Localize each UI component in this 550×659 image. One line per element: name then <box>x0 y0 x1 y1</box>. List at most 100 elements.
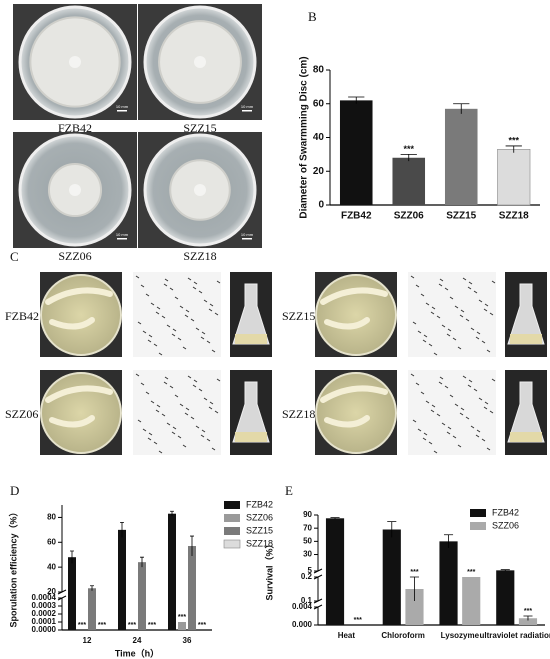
cell <box>433 352 438 356</box>
flask <box>507 381 545 443</box>
panel-label: C <box>10 249 19 264</box>
x-tick-label: 12 <box>83 636 92 645</box>
x-tick-label: FZB42 <box>341 211 372 222</box>
streak <box>45 287 113 330</box>
cell <box>433 450 438 454</box>
cell <box>491 280 496 284</box>
error-bar <box>90 585 94 591</box>
cell <box>214 410 219 414</box>
cell <box>135 373 140 377</box>
cell <box>142 330 147 334</box>
error-bar <box>443 534 454 548</box>
x-tick-label: SZZ18 <box>499 211 529 222</box>
bar <box>325 518 345 625</box>
cell <box>478 299 483 303</box>
cell <box>428 343 433 347</box>
cell <box>444 385 449 389</box>
bar <box>392 157 426 205</box>
bar <box>439 541 458 625</box>
cell <box>163 381 168 385</box>
y-axis-label: Survival（%） <box>264 539 274 600</box>
flask <box>232 283 270 345</box>
cell <box>468 281 473 285</box>
bar <box>178 622 186 630</box>
streak <box>320 385 388 428</box>
cell <box>423 334 428 338</box>
y-tick-label: 0.2 <box>301 572 313 581</box>
legend-swatch <box>224 514 240 522</box>
cell <box>200 336 205 340</box>
cell <box>203 299 208 303</box>
cell <box>177 435 182 439</box>
x-tick-label: SZZ06 <box>394 211 424 222</box>
inoculum <box>69 56 81 68</box>
cell <box>457 346 462 350</box>
cell <box>462 277 467 281</box>
cell <box>428 441 433 445</box>
y-tick-label: 90 <box>303 510 312 519</box>
broth <box>235 334 267 344</box>
cell <box>195 327 200 331</box>
cell <box>412 321 417 325</box>
significance-label: *** <box>467 569 475 576</box>
significance-label: *** <box>508 135 519 145</box>
cell <box>182 346 187 350</box>
cell <box>422 437 427 441</box>
cell <box>460 407 465 411</box>
cell <box>447 328 452 332</box>
cell <box>436 413 441 417</box>
panel-label: E <box>285 483 293 498</box>
cell <box>410 275 415 279</box>
photo-caption: SZZ18 <box>282 407 315 421</box>
bar <box>518 618 538 625</box>
cell <box>156 306 161 310</box>
cell <box>473 290 478 294</box>
cell <box>468 379 473 383</box>
cell <box>423 432 428 436</box>
cell <box>449 296 454 300</box>
y-axis-label: Diameter of Swarmming Disc (cm) <box>299 56 310 218</box>
cell <box>447 426 452 430</box>
y-tick-label: 40 <box>47 562 56 571</box>
cell <box>216 378 221 382</box>
cell <box>193 379 198 383</box>
cell <box>425 400 430 404</box>
cell <box>172 426 177 430</box>
cell <box>211 349 216 353</box>
panel-label: B <box>308 9 317 24</box>
cell <box>150 400 155 404</box>
cell <box>156 404 161 408</box>
cell <box>486 447 491 451</box>
cell <box>459 412 464 416</box>
bar <box>444 108 478 205</box>
cell <box>467 384 472 388</box>
cell <box>462 375 467 379</box>
photo-caption: SZZ15 <box>183 121 216 135</box>
cell <box>444 287 449 291</box>
cell <box>158 450 163 454</box>
bar <box>382 529 401 625</box>
scale-bar <box>117 238 127 240</box>
cell <box>452 337 457 341</box>
scale-bar <box>242 110 252 112</box>
cell <box>439 376 444 380</box>
scale-label: 10 mm <box>241 232 254 237</box>
cell <box>431 404 436 408</box>
cell <box>446 431 451 435</box>
cell <box>476 331 481 335</box>
error-bar <box>505 145 522 153</box>
cell <box>187 375 192 379</box>
cell <box>465 416 470 420</box>
y-axis-label: Sporulation efficiency（%） <box>8 507 18 627</box>
cell <box>420 391 425 395</box>
cell <box>201 331 206 335</box>
cell <box>184 412 189 416</box>
scale-label: 10 mm <box>241 104 254 109</box>
cell <box>148 432 153 436</box>
scale-bar <box>117 110 127 112</box>
cell <box>153 343 158 347</box>
cell <box>190 416 195 420</box>
legend-label: SZZ06 <box>246 512 273 522</box>
cell <box>430 311 435 315</box>
cell <box>449 394 454 398</box>
